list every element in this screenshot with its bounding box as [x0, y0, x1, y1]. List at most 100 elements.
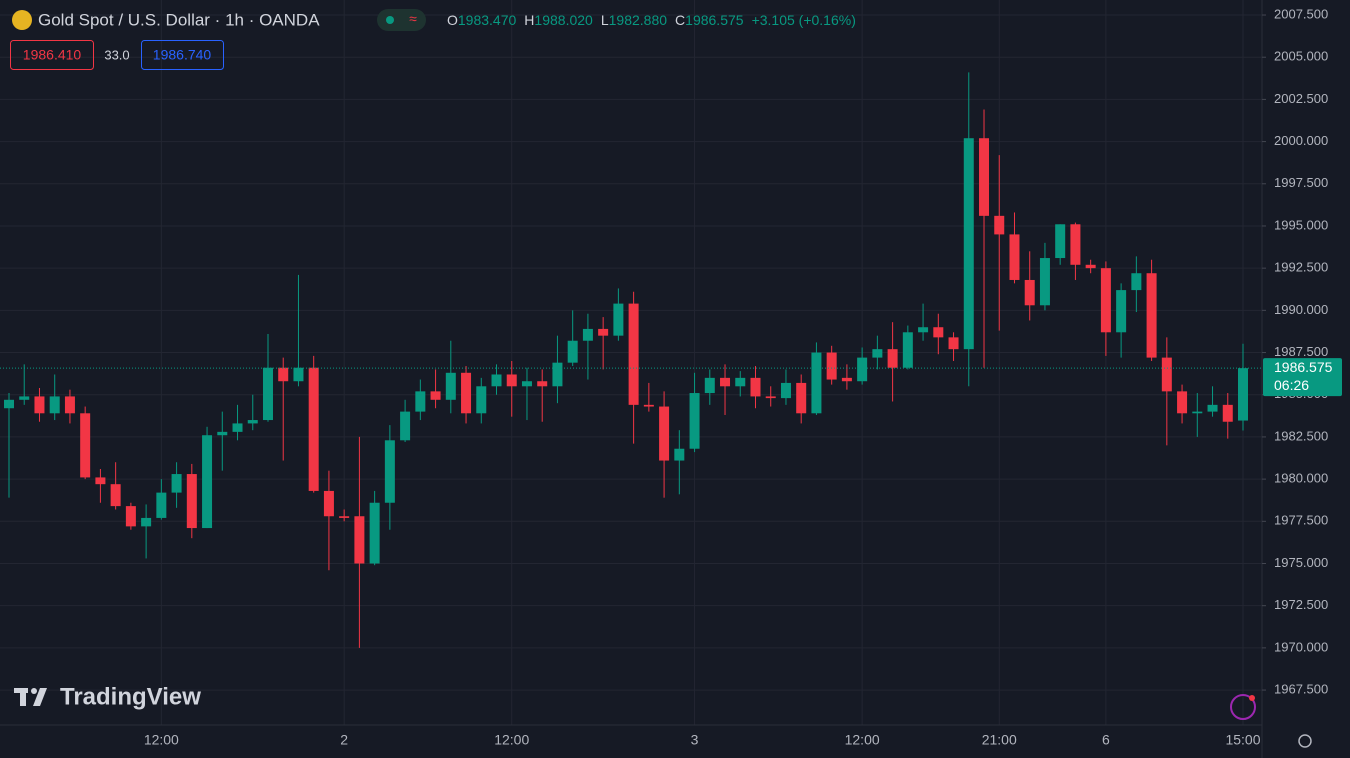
settings-icon[interactable] — [1298, 734, 1312, 748]
candle-body — [293, 367, 304, 382]
candle-body — [1085, 264, 1096, 269]
candle-body — [141, 517, 152, 527]
candle-body — [171, 474, 182, 493]
candle-body — [1207, 404, 1218, 412]
watermark: TradingView — [60, 683, 201, 710]
buy-box[interactable] — [141, 40, 224, 70]
candle-body — [217, 431, 228, 436]
candle-body — [628, 303, 639, 405]
candle-body — [521, 381, 532, 387]
high-label: H — [524, 12, 534, 28]
watermark-logo — [14, 688, 47, 706]
candle-body — [887, 349, 898, 368]
market-open-dot — [386, 16, 394, 24]
last-price-box — [1263, 358, 1342, 397]
y-tick-label: 2007.500 — [1274, 6, 1328, 21]
spread: 33.0 — [104, 47, 129, 62]
candle-body — [262, 367, 273, 421]
candle-body — [933, 327, 944, 338]
x-tick-label: 6 — [1102, 732, 1110, 748]
candle-body — [323, 490, 334, 517]
close-label: C — [675, 12, 685, 28]
candle-body — [1055, 224, 1066, 259]
open-label: O — [447, 12, 458, 28]
last-price-label: 1986.575 — [1274, 359, 1333, 375]
candle-body — [354, 516, 365, 564]
candle-body — [400, 411, 411, 441]
candle-body — [613, 303, 624, 336]
candle-body — [979, 138, 990, 216]
candle-body — [202, 435, 213, 529]
y-tick-label: 2005.000 — [1274, 49, 1328, 64]
candle-body — [841, 377, 852, 382]
y-tick-label: 1997.500 — [1274, 175, 1328, 190]
x-tick-label: 12:00 — [494, 732, 529, 748]
candle-body — [110, 484, 121, 507]
candle-body — [689, 393, 700, 449]
candle-body — [186, 474, 197, 529]
y-tick-label: 1982.500 — [1274, 428, 1328, 443]
y-tick-label: 1992.500 — [1274, 260, 1328, 275]
candle-body — [826, 352, 837, 380]
candle-body — [1116, 290, 1127, 333]
candles — [0, 72, 1262, 648]
candle-body — [49, 396, 60, 414]
candle-body — [598, 328, 609, 336]
candle-body — [963, 138, 974, 350]
y-tick-label: 1987.500 — [1274, 344, 1328, 359]
y-tick-label: 1970.000 — [1274, 639, 1328, 654]
x-tick-label: 2 — [340, 732, 348, 748]
candle-body — [582, 328, 593, 341]
candle-body — [567, 340, 578, 363]
candle-body — [278, 367, 289, 382]
candle-body — [902, 332, 913, 368]
candle-body — [552, 362, 563, 387]
axis: 1967.500 1970.000 1972.500 1975.000 1977.500… — [144, 6, 1342, 748]
candle-body — [750, 377, 761, 397]
y-tick-label: 2002.500 — [1274, 91, 1328, 106]
candle-body — [872, 349, 883, 358]
candle-body — [4, 399, 14, 409]
candle-body — [506, 374, 517, 387]
alert-icon[interactable] — [1230, 694, 1256, 720]
y-tick-label: 2000.000 — [1274, 133, 1328, 148]
symbol-logo — [12, 10, 32, 30]
x-tick-label: 3 — [691, 732, 699, 748]
candle-body — [994, 215, 1005, 235]
candle-body — [1070, 224, 1081, 265]
candle-body — [1146, 273, 1157, 358]
sell-box[interactable] — [10, 40, 94, 70]
candle-body — [780, 382, 791, 399]
candle-body — [720, 377, 731, 387]
candle-body — [384, 440, 395, 503]
open-value: 1983.470 — [458, 12, 517, 28]
candle-body — [918, 327, 929, 333]
candle-body — [1100, 268, 1111, 333]
candle-body — [704, 377, 715, 394]
candle-body — [643, 404, 654, 407]
candle-body — [19, 396, 30, 400]
y-tick-label: 1980.000 — [1274, 471, 1328, 486]
buy-price[interactable]: 1986.740 — [153, 47, 212, 63]
candle-body — [765, 396, 776, 399]
candle-body — [1161, 357, 1172, 392]
candle-body — [125, 506, 136, 527]
sell-price[interactable]: 1986.410 — [23, 47, 82, 63]
y-tick-label: 1990.000 — [1274, 302, 1328, 317]
candle-body — [156, 492, 167, 518]
y-tick-label: 1967.500 — [1274, 682, 1328, 697]
candle-body — [948, 337, 959, 350]
candle-body — [461, 372, 472, 414]
y-tick-label: 1977.500 — [1274, 513, 1328, 528]
candle-body — [369, 502, 380, 564]
candle-body — [674, 448, 685, 461]
low-value: 1982.880 — [609, 12, 668, 28]
candle-body — [95, 477, 106, 485]
candle-body — [415, 391, 426, 412]
candle-body — [796, 382, 807, 414]
countdown-label: 06:26 — [1274, 377, 1309, 393]
y-tick-label: 1995.000 — [1274, 217, 1328, 232]
candle-body — [80, 413, 91, 478]
candle-body — [1192, 411, 1203, 414]
